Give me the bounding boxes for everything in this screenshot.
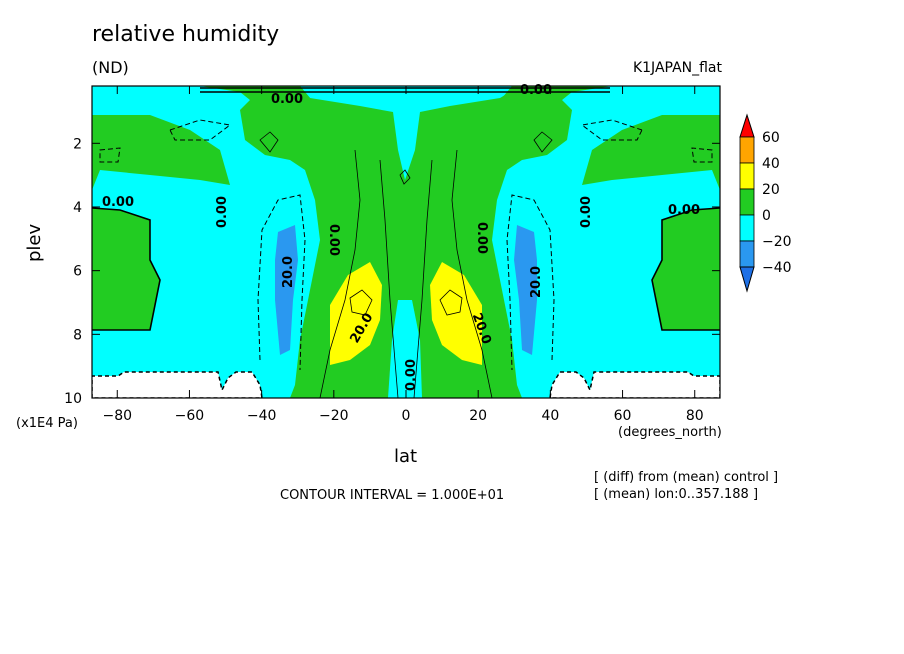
fill-green-top-r (502, 86, 572, 105)
mask-right (549, 371, 720, 398)
note-diff: [ (diff) from (mean) control ] (594, 470, 779, 485)
contour-label: 0.00 (520, 83, 552, 98)
contour-label: 0.00 (102, 195, 134, 210)
chart-title: relative humidity (92, 22, 280, 47)
contour-label: 0.00 (326, 224, 341, 256)
fill-cyan-eq (388, 300, 422, 398)
colorbar-label: 20 (762, 182, 780, 198)
colorbar-segment (739, 214, 755, 242)
contour-label: 0.00 (579, 196, 594, 228)
fill-green-top (240, 86, 310, 105)
fill-yellow-left (330, 262, 382, 365)
colorbar-label: 60 (762, 130, 780, 146)
x-tick-label: −40 (247, 408, 277, 424)
contour-label: 0.00 (668, 203, 700, 218)
negative-contours (99, 119, 713, 371)
colorbar-segment (739, 136, 755, 164)
x-tick-label: 20 (469, 408, 487, 424)
colorbar-bottom-triangle (739, 266, 755, 293)
contour-label: 0.00 (271, 92, 303, 107)
contour-interval: CONTOUR INTERVAL = 1.000E+01 (280, 488, 505, 503)
x-axis-label: lat (394, 446, 418, 467)
y-axis-unit: (x1E4 Pa) (16, 416, 78, 431)
y-axis-label: plev (24, 223, 45, 262)
fill-blue-left (275, 225, 298, 355)
contour-label: 20.0 (281, 256, 296, 288)
fill-cyan-left (92, 86, 320, 398)
fill-blue-right (514, 225, 537, 355)
x-tick-label: 60 (614, 408, 632, 424)
mask-left (92, 371, 263, 398)
contour-fill (92, 86, 720, 398)
contour-label: 20.0 (529, 266, 544, 298)
run-name: K1JAPAN_flat (632, 60, 722, 76)
axis-ticks: −80 −60 −40 −20 0 20 40 60 80 2 4 6 8 10 (64, 86, 720, 424)
y-tick-label: 8 (73, 327, 82, 343)
x-tick-label: −60 (175, 408, 205, 424)
x-tick-label: 0 (402, 408, 411, 424)
fill-cyan-right (492, 86, 720, 398)
colorbar-segment (739, 162, 755, 190)
y-tick-label: 10 (64, 391, 82, 407)
note-mean: [ (mean) lon:0..357.188 ] (594, 487, 759, 502)
colorbar-segment (739, 188, 755, 216)
y-tick-label: 4 (73, 200, 82, 216)
contour-lines (259, 131, 553, 398)
colorbar: 60 40 20 0 −20 −40 (739, 113, 792, 293)
x-tick-label: −20 (319, 408, 349, 424)
colorbar-label: 40 (762, 156, 780, 172)
colorbar-label: −40 (762, 260, 792, 276)
zero-contours (92, 87, 720, 331)
contour-label: 0.00 (474, 222, 489, 254)
x-axis-unit: (degrees_north) (618, 425, 722, 440)
y-tick-label: 2 (73, 136, 82, 152)
fill-cyan-top (300, 86, 520, 180)
x-tick-label: −80 (102, 408, 132, 424)
colorbar-segment (739, 240, 755, 268)
contour-label: 0.00 (404, 359, 419, 391)
contour-label: 0.00 (215, 196, 230, 228)
chart-units: (ND) (92, 58, 129, 77)
colorbar-label: 0 (762, 208, 771, 224)
contour-labels: 0.00 0.00 0.00 0.00 0.00 0.00 0.00 0.00 0.00 20.0… (102, 83, 700, 391)
colorbar-top-triangle (739, 113, 755, 138)
y-tick-label: 6 (73, 264, 82, 280)
fill-yellow-right (430, 262, 482, 365)
colorbar-label: −20 (762, 234, 792, 250)
x-tick-label: 40 (541, 408, 559, 424)
x-tick-label: 80 (686, 408, 704, 424)
